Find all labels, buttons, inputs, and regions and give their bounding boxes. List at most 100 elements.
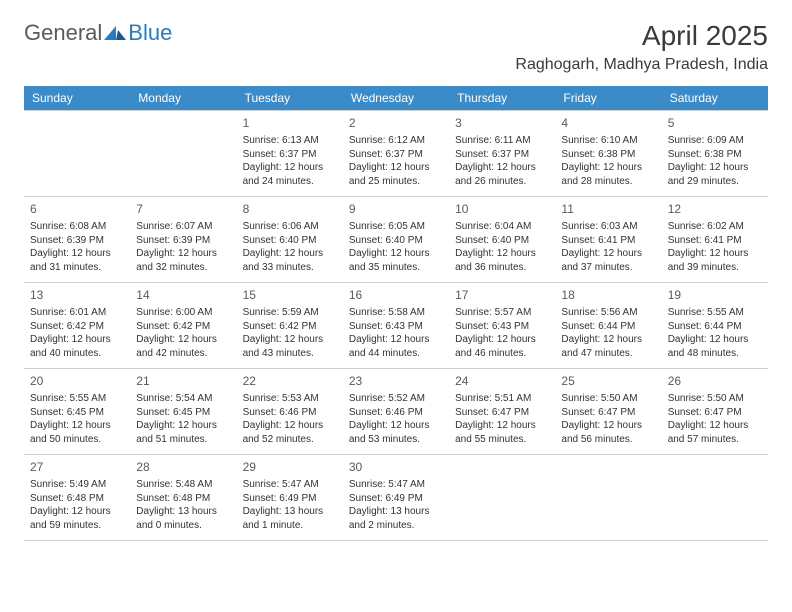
calendar-cell: 14Sunrise: 6:00 AMSunset: 6:42 PMDayligh…: [130, 283, 236, 369]
calendar-row: 1Sunrise: 6:13 AMSunset: 6:37 PMDaylight…: [24, 111, 768, 197]
day-number: 7: [136, 201, 230, 217]
logo-triangle-icon: [104, 20, 126, 46]
sunrise-text: Sunrise: 6:10 AM: [561, 134, 655, 148]
sunrise-text: Sunrise: 5:53 AM: [243, 392, 337, 406]
sunrise-text: Sunrise: 5:51 AM: [455, 392, 549, 406]
daylight2-text: and 51 minutes.: [136, 433, 230, 447]
calendar-cell: 7Sunrise: 6:07 AMSunset: 6:39 PMDaylight…: [130, 197, 236, 283]
daylight1-text: Daylight: 12 hours: [349, 333, 443, 347]
daylight2-text: and 1 minute.: [243, 519, 337, 533]
sunrise-text: Sunrise: 6:11 AM: [455, 134, 549, 148]
daylight2-text: and 28 minutes.: [561, 175, 655, 189]
day-number: 17: [455, 287, 549, 303]
daylight2-text: and 24 minutes.: [243, 175, 337, 189]
day-number: 12: [668, 201, 762, 217]
sunrise-text: Sunrise: 6:09 AM: [668, 134, 762, 148]
daylight1-text: Daylight: 12 hours: [136, 333, 230, 347]
sunrise-text: Sunrise: 5:48 AM: [136, 478, 230, 492]
daylight2-text: and 56 minutes.: [561, 433, 655, 447]
calendar-cell: 3Sunrise: 6:11 AMSunset: 6:37 PMDaylight…: [449, 111, 555, 197]
sunset-text: Sunset: 6:37 PM: [455, 148, 549, 162]
sunset-text: Sunset: 6:46 PM: [243, 406, 337, 420]
sunset-text: Sunset: 6:46 PM: [349, 406, 443, 420]
sunset-text: Sunset: 6:47 PM: [668, 406, 762, 420]
calendar-cell: 8Sunrise: 6:06 AMSunset: 6:40 PMDaylight…: [237, 197, 343, 283]
daylight2-text: and 37 minutes.: [561, 261, 655, 275]
daylight1-text: Daylight: 12 hours: [30, 419, 124, 433]
sunset-text: Sunset: 6:43 PM: [455, 320, 549, 334]
daylight1-text: Daylight: 12 hours: [455, 247, 549, 261]
sunrise-text: Sunrise: 5:55 AM: [30, 392, 124, 406]
day-number: 6: [30, 201, 124, 217]
day-number: 15: [243, 287, 337, 303]
calendar-cell: 28Sunrise: 5:48 AMSunset: 6:48 PMDayligh…: [130, 455, 236, 541]
day-number: 2: [349, 115, 443, 131]
calendar-cell: 2Sunrise: 6:12 AMSunset: 6:37 PMDaylight…: [343, 111, 449, 197]
calendar-cell: 24Sunrise: 5:51 AMSunset: 6:47 PMDayligh…: [449, 369, 555, 455]
sunset-text: Sunset: 6:37 PM: [243, 148, 337, 162]
sunset-text: Sunset: 6:49 PM: [243, 492, 337, 506]
weekday-header: Saturday: [662, 86, 768, 111]
daylight1-text: Daylight: 13 hours: [349, 505, 443, 519]
calendar-cell: 11Sunrise: 6:03 AMSunset: 6:41 PMDayligh…: [555, 197, 661, 283]
sunrise-text: Sunrise: 6:03 AM: [561, 220, 655, 234]
sunrise-text: Sunrise: 6:00 AM: [136, 306, 230, 320]
weekday-header: Tuesday: [237, 86, 343, 111]
day-number: 24: [455, 373, 549, 389]
calendar-cell: 17Sunrise: 5:57 AMSunset: 6:43 PMDayligh…: [449, 283, 555, 369]
daylight1-text: Daylight: 13 hours: [136, 505, 230, 519]
calendar-cell: 18Sunrise: 5:56 AMSunset: 6:44 PMDayligh…: [555, 283, 661, 369]
sunset-text: Sunset: 6:40 PM: [455, 234, 549, 248]
daylight1-text: Daylight: 12 hours: [668, 419, 762, 433]
sunset-text: Sunset: 6:40 PM: [243, 234, 337, 248]
daylight1-text: Daylight: 12 hours: [561, 161, 655, 175]
day-number: 4: [561, 115, 655, 131]
daylight2-text: and 55 minutes.: [455, 433, 549, 447]
daylight1-text: Daylight: 12 hours: [30, 333, 124, 347]
daylight2-text: and 43 minutes.: [243, 347, 337, 361]
day-number: 26: [668, 373, 762, 389]
sunset-text: Sunset: 6:44 PM: [561, 320, 655, 334]
daylight1-text: Daylight: 12 hours: [136, 247, 230, 261]
calendar-cell: 5Sunrise: 6:09 AMSunset: 6:38 PMDaylight…: [662, 111, 768, 197]
sunrise-text: Sunrise: 6:06 AM: [243, 220, 337, 234]
sunrise-text: Sunrise: 5:47 AM: [243, 478, 337, 492]
location-subtitle: Raghogarh, Madhya Pradesh, India: [515, 56, 768, 74]
calendar-cell: 23Sunrise: 5:52 AMSunset: 6:46 PMDayligh…: [343, 369, 449, 455]
day-number: 28: [136, 459, 230, 475]
sunrise-text: Sunrise: 6:13 AM: [243, 134, 337, 148]
day-number: 25: [561, 373, 655, 389]
sunrise-text: Sunrise: 5:49 AM: [30, 478, 124, 492]
sunrise-text: Sunrise: 6:04 AM: [455, 220, 549, 234]
day-number: 13: [30, 287, 124, 303]
daylight2-text: and 2 minutes.: [349, 519, 443, 533]
weekday-header-row: Sunday Monday Tuesday Wednesday Thursday…: [24, 86, 768, 111]
daylight1-text: Daylight: 13 hours: [243, 505, 337, 519]
daylight1-text: Daylight: 12 hours: [561, 247, 655, 261]
calendar-cell: [662, 455, 768, 541]
calendar-cell: 25Sunrise: 5:50 AMSunset: 6:47 PMDayligh…: [555, 369, 661, 455]
day-number: 21: [136, 373, 230, 389]
daylight2-text: and 32 minutes.: [136, 261, 230, 275]
calendar-cell: 30Sunrise: 5:47 AMSunset: 6:49 PMDayligh…: [343, 455, 449, 541]
calendar-cell: 26Sunrise: 5:50 AMSunset: 6:47 PMDayligh…: [662, 369, 768, 455]
sunrise-text: Sunrise: 5:47 AM: [349, 478, 443, 492]
sunset-text: Sunset: 6:41 PM: [668, 234, 762, 248]
logo-text-general: General: [24, 20, 102, 46]
calendar-table: Sunday Monday Tuesday Wednesday Thursday…: [24, 86, 768, 541]
daylight2-text: and 59 minutes.: [30, 519, 124, 533]
daylight2-text: and 35 minutes.: [349, 261, 443, 275]
sunset-text: Sunset: 6:39 PM: [30, 234, 124, 248]
sunrise-text: Sunrise: 5:55 AM: [668, 306, 762, 320]
daylight1-text: Daylight: 12 hours: [561, 333, 655, 347]
calendar-cell: 4Sunrise: 6:10 AMSunset: 6:38 PMDaylight…: [555, 111, 661, 197]
daylight2-text: and 29 minutes.: [668, 175, 762, 189]
daylight1-text: Daylight: 12 hours: [136, 419, 230, 433]
daylight1-text: Daylight: 12 hours: [243, 247, 337, 261]
day-number: 22: [243, 373, 337, 389]
sunrise-text: Sunrise: 5:54 AM: [136, 392, 230, 406]
sunset-text: Sunset: 6:44 PM: [668, 320, 762, 334]
calendar-cell: 13Sunrise: 6:01 AMSunset: 6:42 PMDayligh…: [24, 283, 130, 369]
calendar-cell: 1Sunrise: 6:13 AMSunset: 6:37 PMDaylight…: [237, 111, 343, 197]
daylight2-text: and 31 minutes.: [30, 261, 124, 275]
